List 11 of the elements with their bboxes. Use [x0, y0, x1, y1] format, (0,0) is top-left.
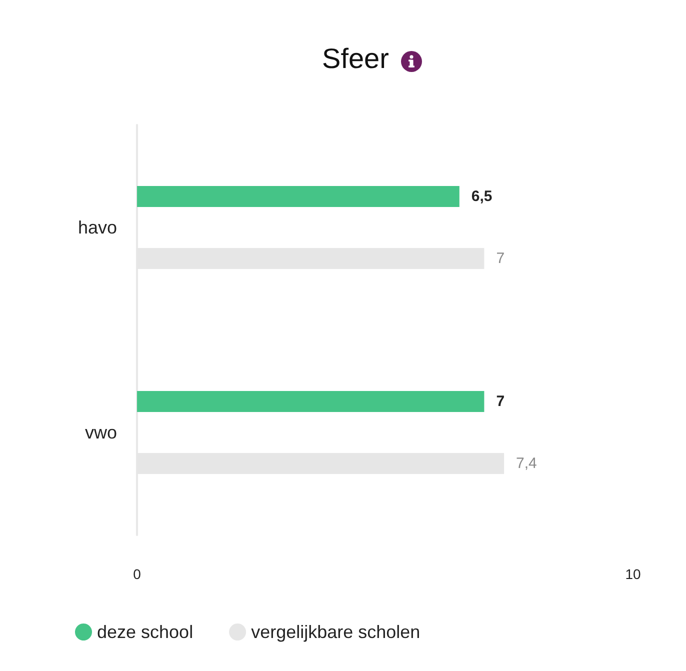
data-label: 7 [496, 393, 505, 410]
data-label: 6,5 [471, 188, 492, 206]
data-label: 7 [496, 250, 505, 267]
x-tick-label: 0 [133, 566, 142, 582]
legend-label: vergelijkbare scholen [251, 622, 420, 642]
chart-title: Sfeer [322, 42, 389, 76]
legend-label: deze school [97, 622, 194, 642]
y-tick-label: havo [78, 218, 117, 238]
y-tick-label: vwo [84, 422, 117, 442]
x-tick-label: 10 [625, 566, 641, 582]
data-label: 7,4 [516, 454, 537, 472]
